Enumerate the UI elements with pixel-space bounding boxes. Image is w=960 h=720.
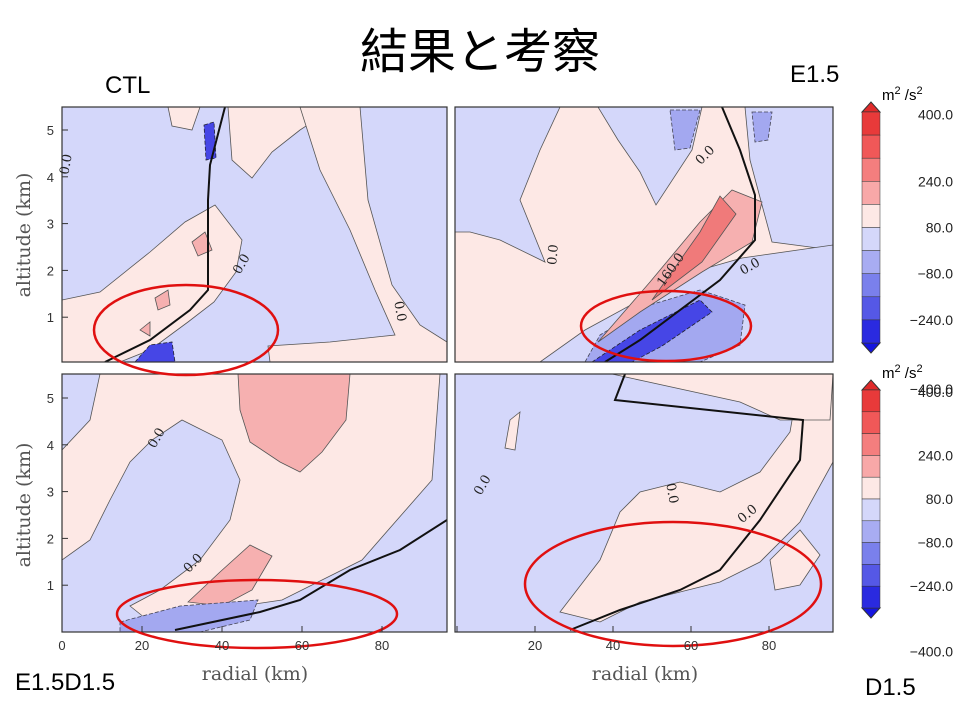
colorbar-band (861, 134, 881, 159)
x-axis-title: radial (km) (202, 663, 308, 685)
colorbar-label: −240.0 (910, 578, 953, 594)
contour-panel (62, 374, 447, 632)
colorbar-unit-part: 2 (895, 363, 901, 375)
colorbar-band (861, 585, 881, 609)
colorbar-arrow (860, 101, 882, 113)
x-tick-label: 40 (606, 638, 620, 653)
y-tick-label: 2 (47, 263, 54, 278)
colorbar-label: 400.0 (918, 106, 953, 122)
axis-ticks: 1 2 3 4 5 1 2 3 4 5 0 20 40 60 80 20 40 60 80 (47, 123, 776, 653)
colorbar-unit-part: /s (901, 365, 917, 382)
y-axis-title: altitude (km) (13, 443, 35, 568)
colorbar-band (861, 319, 881, 344)
colorbar-unit-part: m (882, 87, 895, 104)
colorbar-label: 80.0 (926, 220, 953, 236)
x-tick-label: 40 (215, 638, 229, 653)
x-tick-label: 80 (762, 638, 776, 653)
colorbar-band (861, 111, 881, 136)
colorbar-arrow (860, 607, 882, 619)
highlight-ellipse (92, 283, 280, 377)
x-axis-title: radial (km) (592, 663, 698, 685)
y-tick-label: 4 (47, 438, 54, 453)
colorbar-band (861, 389, 881, 413)
y-axis-title: altitude (km) (13, 173, 35, 298)
contour-label: 0.0 (662, 482, 680, 505)
x-tick-label: 60 (684, 638, 698, 653)
highlight-ellipse (115, 578, 399, 650)
y-tick-label: 4 (47, 170, 54, 185)
colorbar-band (861, 498, 881, 522)
plot-frame (61, 106, 448, 363)
panel-label: E1.5 (790, 61, 839, 88)
colorbar-band (861, 564, 881, 587)
colorbar-unit-part: /s (901, 87, 917, 104)
colorbar-unit: m2 /s2 (882, 363, 923, 382)
y-tick-label: 5 (47, 123, 54, 138)
y-tick-label: 2 (47, 531, 54, 546)
colorbar-band (861, 433, 881, 456)
colorbar-arrow (860, 379, 882, 391)
colorbar-label: −80.0 (918, 266, 954, 282)
colorbar-band (861, 157, 881, 182)
colorbar-band (861, 204, 881, 228)
colorbar-band (861, 250, 881, 274)
colorbar-unit-part: 2 (895, 85, 901, 97)
y-tick-label: 5 (47, 391, 54, 406)
x-tick-label: 0 (58, 638, 65, 653)
colorbar-band (861, 181, 881, 205)
plot-frame (454, 106, 834, 363)
colorbar-band (861, 476, 881, 500)
colorbar-unit-part: 2 (916, 85, 922, 97)
contour-panel (62, 107, 447, 362)
slide-title: 結果と考察 (360, 26, 600, 79)
colorbar-label: −400.0 (910, 381, 953, 397)
contour-label: 0.0 (390, 300, 408, 323)
panel-label: E1.5D1.5 (15, 669, 115, 696)
colorbar-label: 240.0 (918, 447, 953, 463)
colorbar-label: 80.0 (926, 491, 953, 507)
x-tick-label: 60 (295, 638, 309, 653)
plot-frame (61, 373, 448, 633)
colorbar-label: −400.0 (910, 644, 953, 660)
colorbar-unit: m2 /s2 (882, 85, 923, 104)
contour-label: 0.0 (57, 153, 75, 176)
colorbar-band (861, 273, 881, 298)
colorbar-unit-part: m (882, 365, 895, 382)
colorbar-band (861, 520, 881, 543)
colorbar-label: 240.0 (918, 173, 953, 189)
colorbar-label: −80.0 (918, 535, 954, 551)
x-tick-label: 20 (135, 638, 149, 653)
y-tick-label: 3 (47, 485, 54, 500)
panel-label: D1.5 (865, 674, 916, 701)
colorbar-label: −240.0 (910, 312, 953, 328)
plot-frame (454, 373, 834, 633)
highlight-ellipse (579, 289, 753, 363)
colorbar-band (861, 542, 881, 565)
contour-panel (455, 374, 833, 632)
contour-panel (455, 107, 833, 362)
contour-label: 0.0 (545, 244, 562, 266)
colorbar-unit-part: 2 (916, 363, 922, 375)
x-tick-label: 20 (528, 638, 542, 653)
colorbar-arrow (860, 342, 882, 354)
colorbar-band (861, 455, 881, 478)
x-tick-label: 80 (375, 638, 389, 653)
colorbar-band (861, 296, 881, 321)
highlight-ellipse (523, 520, 823, 648)
colorbar-label: 400.0 (918, 384, 953, 400)
y-tick-label: 1 (47, 578, 54, 593)
panel-label: CTL (105, 72, 150, 99)
colorbar-band (861, 411, 881, 434)
y-tick-label: 1 (47, 310, 54, 325)
y-tick-label: 3 (47, 217, 54, 232)
colorbar-band (861, 227, 881, 251)
